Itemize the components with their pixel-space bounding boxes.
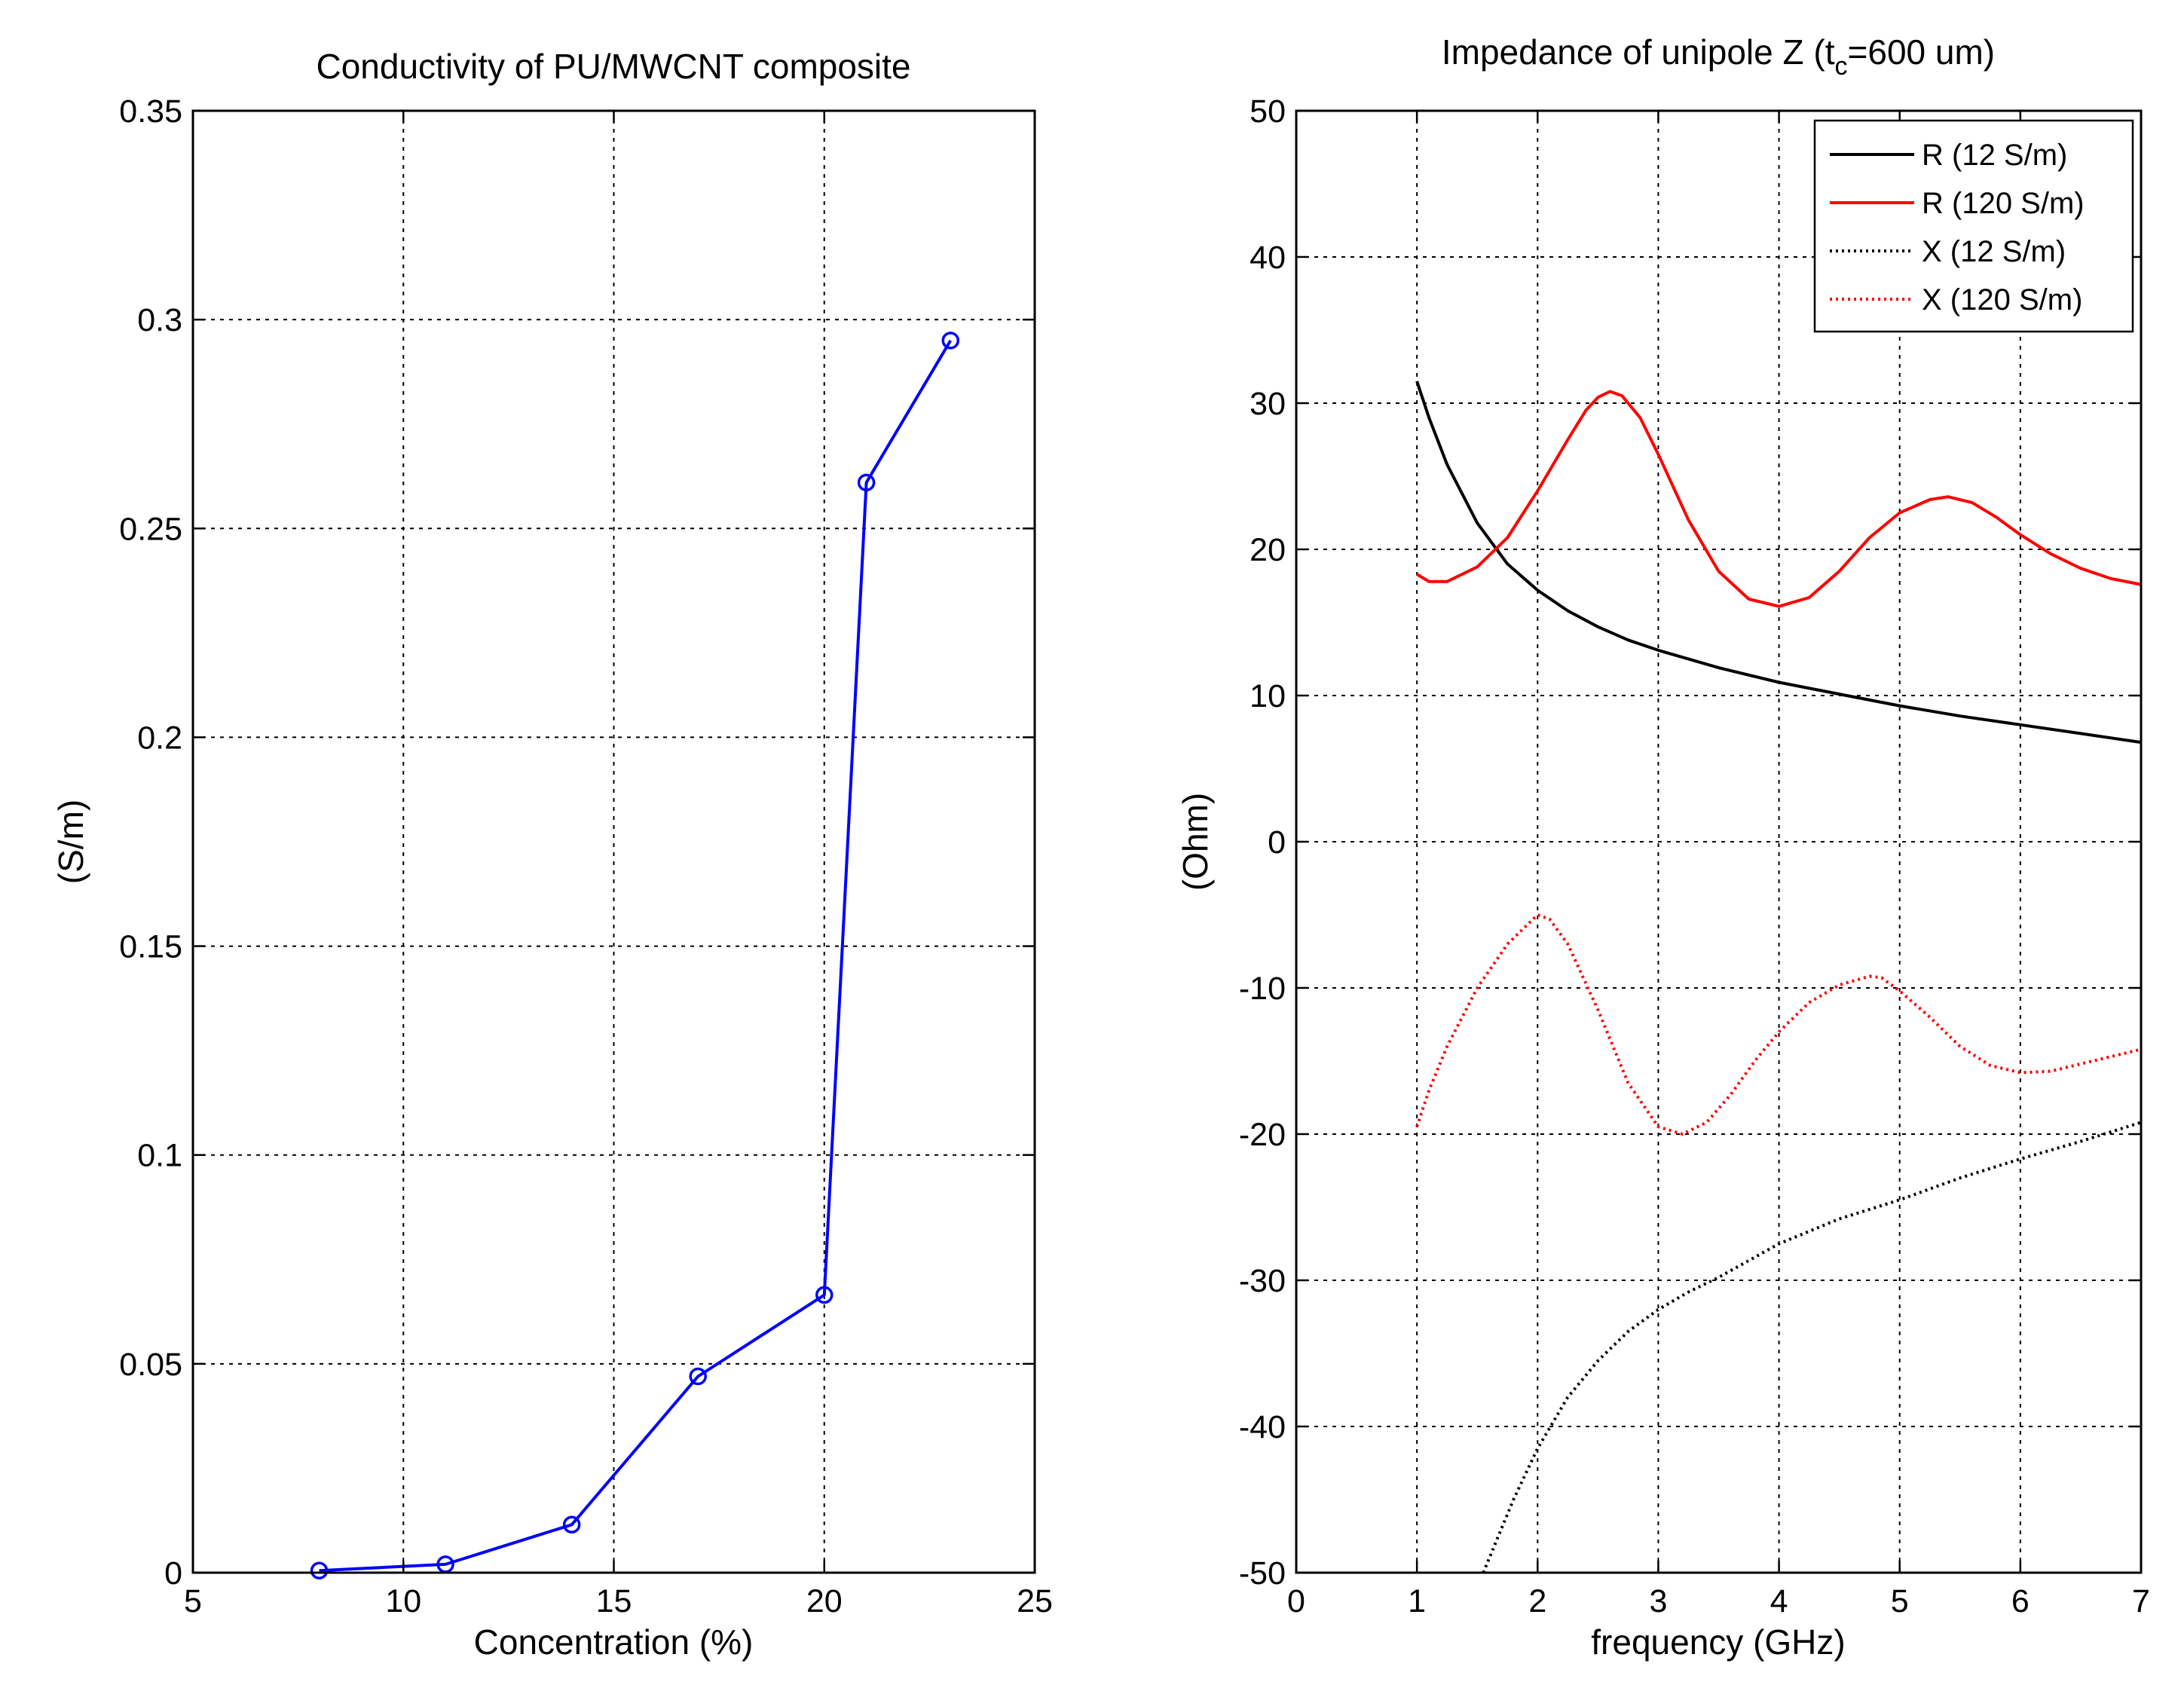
left-ticks: 5 10 15 20 25 0 0.05 0.1 0.15 0.2 0.25 0.3 0.35 bbox=[119, 93, 1053, 1619]
right-series-line-1 bbox=[1416, 390, 2142, 608]
right-title-main: Impedance of unipole Z (t bbox=[1442, 32, 1835, 72]
chart-impedance: 0 1 2 3 4 5 6 7 -50 -40 -30 -20 -10 0 10 20 30 40 50 Imped… bbox=[1176, 32, 2150, 1662]
left-ytick-label: 0.3 bbox=[137, 302, 182, 338]
right-ytick-label: -10 bbox=[1239, 971, 1286, 1007]
right-series-line-2 bbox=[1482, 1121, 2142, 1573]
left-ytick-label: 0 bbox=[164, 1555, 182, 1592]
right-y-axis-label: (Ohm) bbox=[1176, 793, 1215, 891]
chart-conductivity: 5 10 15 20 25 0 0.05 0.1 0.15 0.2 0.25 0.3 0.35 Cond… bbox=[51, 47, 1053, 1662]
legend: R (12 S/m) R (120 S/m) X (12 S/m) X (120… bbox=[1813, 119, 2134, 333]
legend-label-x12: X (12 S/m) bbox=[1922, 235, 2066, 268]
left-data-point bbox=[562, 1515, 581, 1534]
left-x-axis-label: Concentration (%) bbox=[474, 1622, 754, 1662]
right-ytick-label: 0 bbox=[1268, 824, 1286, 861]
right-xtick-label: 4 bbox=[1770, 1583, 1788, 1619]
right-series-layer bbox=[1415, 381, 2142, 1573]
left-chart-title: Conductivity of PU/MWCNT composite bbox=[316, 47, 910, 86]
right-ytick-label: -40 bbox=[1239, 1409, 1286, 1445]
left-y-axis-label: (S/m) bbox=[51, 800, 90, 884]
right-ytick-label: 30 bbox=[1250, 386, 1286, 422]
left-xtick-label: 15 bbox=[596, 1583, 632, 1619]
right-ytick-label: -20 bbox=[1239, 1117, 1286, 1153]
left-ytick-label: 0.1 bbox=[137, 1138, 182, 1174]
left-ytick-label: 0.05 bbox=[119, 1347, 182, 1383]
right-xtick-label: 3 bbox=[1649, 1583, 1667, 1619]
left-xtick-label: 10 bbox=[385, 1583, 421, 1619]
legend-label-x120: X (120 S/m) bbox=[1922, 283, 2082, 316]
left-data-point bbox=[857, 473, 876, 492]
right-plot-area bbox=[1296, 111, 2141, 1573]
left-plot-area bbox=[193, 111, 1035, 1573]
left-data-point bbox=[689, 1367, 707, 1386]
right-xtick-label: 6 bbox=[2011, 1583, 2030, 1619]
right-xtick-label: 2 bbox=[1528, 1583, 1546, 1619]
left-data-point bbox=[941, 332, 960, 350]
left-ytick-label: 0.25 bbox=[119, 511, 182, 547]
right-ytick-label: 40 bbox=[1250, 240, 1286, 276]
right-xtick-label: 1 bbox=[1408, 1583, 1426, 1619]
left-xtick-label: 25 bbox=[1017, 1583, 1053, 1619]
left-ytick-label: 0.2 bbox=[137, 720, 182, 756]
right-title-subscript: c bbox=[1835, 52, 1848, 81]
right-xtick-label: 0 bbox=[1287, 1583, 1305, 1619]
right-ticks: 0 1 2 3 4 5 6 7 -50 -40 -30 -20 -10 0 10 20 30 40 50 bbox=[1239, 93, 2150, 1619]
left-xtick-label: 5 bbox=[184, 1583, 202, 1619]
right-series-line-0 bbox=[1415, 381, 2142, 745]
legend-label-r12: R (12 S/m) bbox=[1922, 139, 2067, 172]
right-chart-title: Impedance of unipole Z (tc=600 um) bbox=[1442, 32, 1995, 81]
right-xtick-label: 5 bbox=[1891, 1583, 1909, 1619]
right-ytick-label: -30 bbox=[1239, 1263, 1286, 1299]
left-series-line-0 bbox=[319, 339, 953, 1573]
left-ytick-label: 0.15 bbox=[119, 929, 182, 965]
left-xtick-label: 20 bbox=[806, 1583, 843, 1619]
right-title-tail: =600 um) bbox=[1848, 32, 1996, 72]
left-data-point bbox=[815, 1286, 834, 1304]
left-data-point bbox=[310, 1561, 329, 1579]
right-ytick-label: 10 bbox=[1250, 678, 1286, 714]
right-ytick-label: -50 bbox=[1239, 1555, 1286, 1592]
left-ytick-label: 0.35 bbox=[119, 93, 182, 130]
left-series-layer bbox=[310, 332, 960, 1579]
legend-label-r120: R (120 S/m) bbox=[1922, 187, 2085, 220]
right-ytick-label: 50 bbox=[1250, 93, 1286, 130]
right-ytick-label: 20 bbox=[1250, 532, 1286, 568]
right-xtick-label: 7 bbox=[2132, 1583, 2150, 1619]
right-x-axis-label: frequency (GHz) bbox=[1591, 1622, 1845, 1662]
